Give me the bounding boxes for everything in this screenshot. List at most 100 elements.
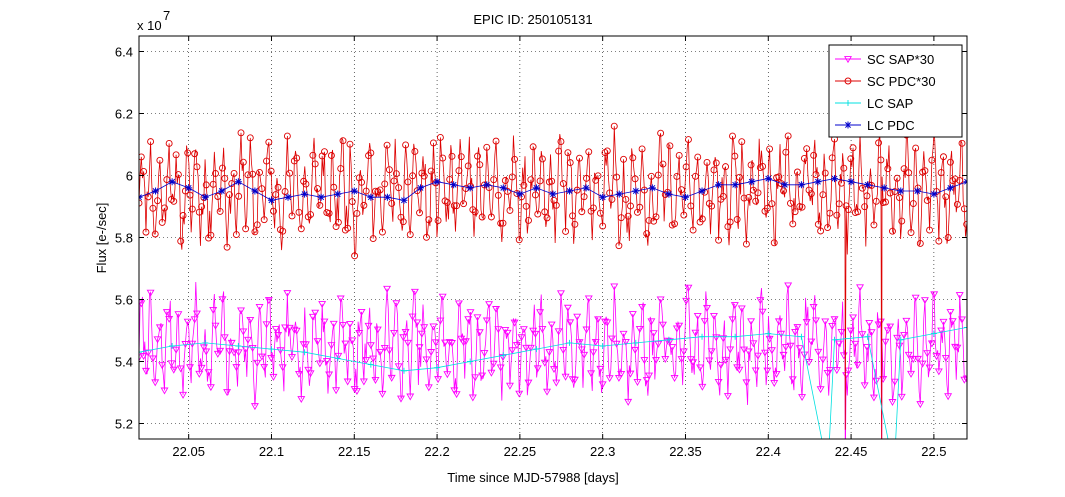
data-point — [787, 199, 794, 207]
data-point — [359, 378, 368, 386]
data-point — [731, 152, 739, 160]
data-point — [946, 158, 954, 166]
x-tick-label: 22.25 — [504, 444, 537, 459]
data-point — [202, 181, 210, 189]
legend-label: LC PDC — [867, 118, 915, 133]
data-point — [835, 200, 843, 208]
data-point — [158, 218, 166, 226]
data-point — [925, 364, 934, 372]
data-point — [301, 341, 310, 349]
data-point — [714, 378, 723, 386]
data-point — [738, 138, 746, 146]
data-point — [632, 187, 640, 195]
data-point — [219, 164, 226, 172]
data-point — [582, 326, 591, 334]
data-point — [286, 169, 294, 177]
x-tick-label: 22.3 — [590, 444, 615, 459]
data-point — [682, 297, 691, 305]
data-point — [281, 324, 290, 332]
data-point — [434, 217, 442, 225]
data-point — [268, 346, 275, 353]
data-point — [580, 193, 588, 201]
data-point — [707, 348, 716, 356]
data-point — [810, 151, 818, 159]
data-point — [494, 326, 503, 334]
data-point — [529, 143, 537, 151]
y-tick-label: 6.4 — [115, 45, 133, 60]
data-point — [740, 194, 748, 202]
data-point — [344, 224, 352, 232]
data-point — [466, 184, 474, 192]
data-point — [948, 318, 957, 326]
data-point — [781, 344, 790, 352]
data-point — [441, 339, 450, 347]
data-point — [232, 364, 241, 372]
data-point — [504, 187, 512, 195]
data-point — [249, 170, 257, 178]
data-point — [141, 367, 150, 375]
data-point — [789, 220, 797, 228]
data-point — [400, 196, 408, 204]
data-point — [526, 344, 535, 352]
data-point — [715, 181, 723, 189]
data-point — [239, 158, 247, 166]
data-point — [951, 175, 959, 183]
data-point — [230, 349, 239, 357]
x-tick-label: 22.4 — [756, 444, 781, 459]
data-point — [237, 307, 245, 315]
data-point — [351, 252, 359, 260]
data-point — [736, 173, 743, 181]
data-point — [253, 359, 262, 367]
data-point — [964, 324, 967, 331]
data-point — [749, 340, 758, 348]
data-point — [436, 133, 444, 141]
data-point — [541, 208, 549, 216]
data-point — [395, 184, 403, 192]
data-point — [269, 373, 278, 381]
data-point — [311, 309, 320, 317]
data-point — [953, 200, 961, 208]
data-point — [209, 307, 218, 314]
data-point — [700, 318, 709, 326]
series-line-lc-sap — [139, 327, 967, 439]
data-point — [357, 308, 366, 316]
data-point — [853, 362, 862, 369]
data-point — [397, 395, 405, 403]
data-point — [358, 178, 366, 186]
data-point — [888, 399, 897, 407]
data-point — [165, 139, 173, 147]
data-point — [455, 167, 463, 175]
data-point — [865, 320, 874, 327]
data-point — [246, 316, 255, 324]
data-point — [297, 225, 305, 233]
data-point — [844, 367, 853, 375]
data-point — [895, 194, 903, 201]
data-point — [876, 318, 885, 326]
data-point — [591, 338, 600, 346]
data-point — [292, 327, 301, 335]
data-point — [861, 203, 869, 211]
data-point — [668, 344, 677, 352]
data-point — [149, 204, 157, 212]
data-point — [511, 155, 519, 163]
data-point — [378, 228, 386, 236]
data-point — [431, 339, 440, 347]
data-point — [512, 342, 521, 350]
data-point — [485, 301, 494, 309]
data-point — [814, 220, 822, 228]
data-point — [835, 340, 844, 348]
data-point — [633, 379, 642, 386]
data-point — [645, 372, 654, 380]
data-point — [267, 196, 275, 204]
data-point — [570, 376, 579, 384]
data-point — [383, 285, 392, 293]
data-point — [454, 300, 463, 308]
data-point — [930, 291, 939, 299]
data-point — [192, 310, 201, 318]
data-point — [719, 192, 727, 200]
data-point — [854, 208, 862, 216]
data-point — [538, 155, 546, 163]
data-point — [556, 290, 565, 298]
data-point — [564, 149, 572, 157]
